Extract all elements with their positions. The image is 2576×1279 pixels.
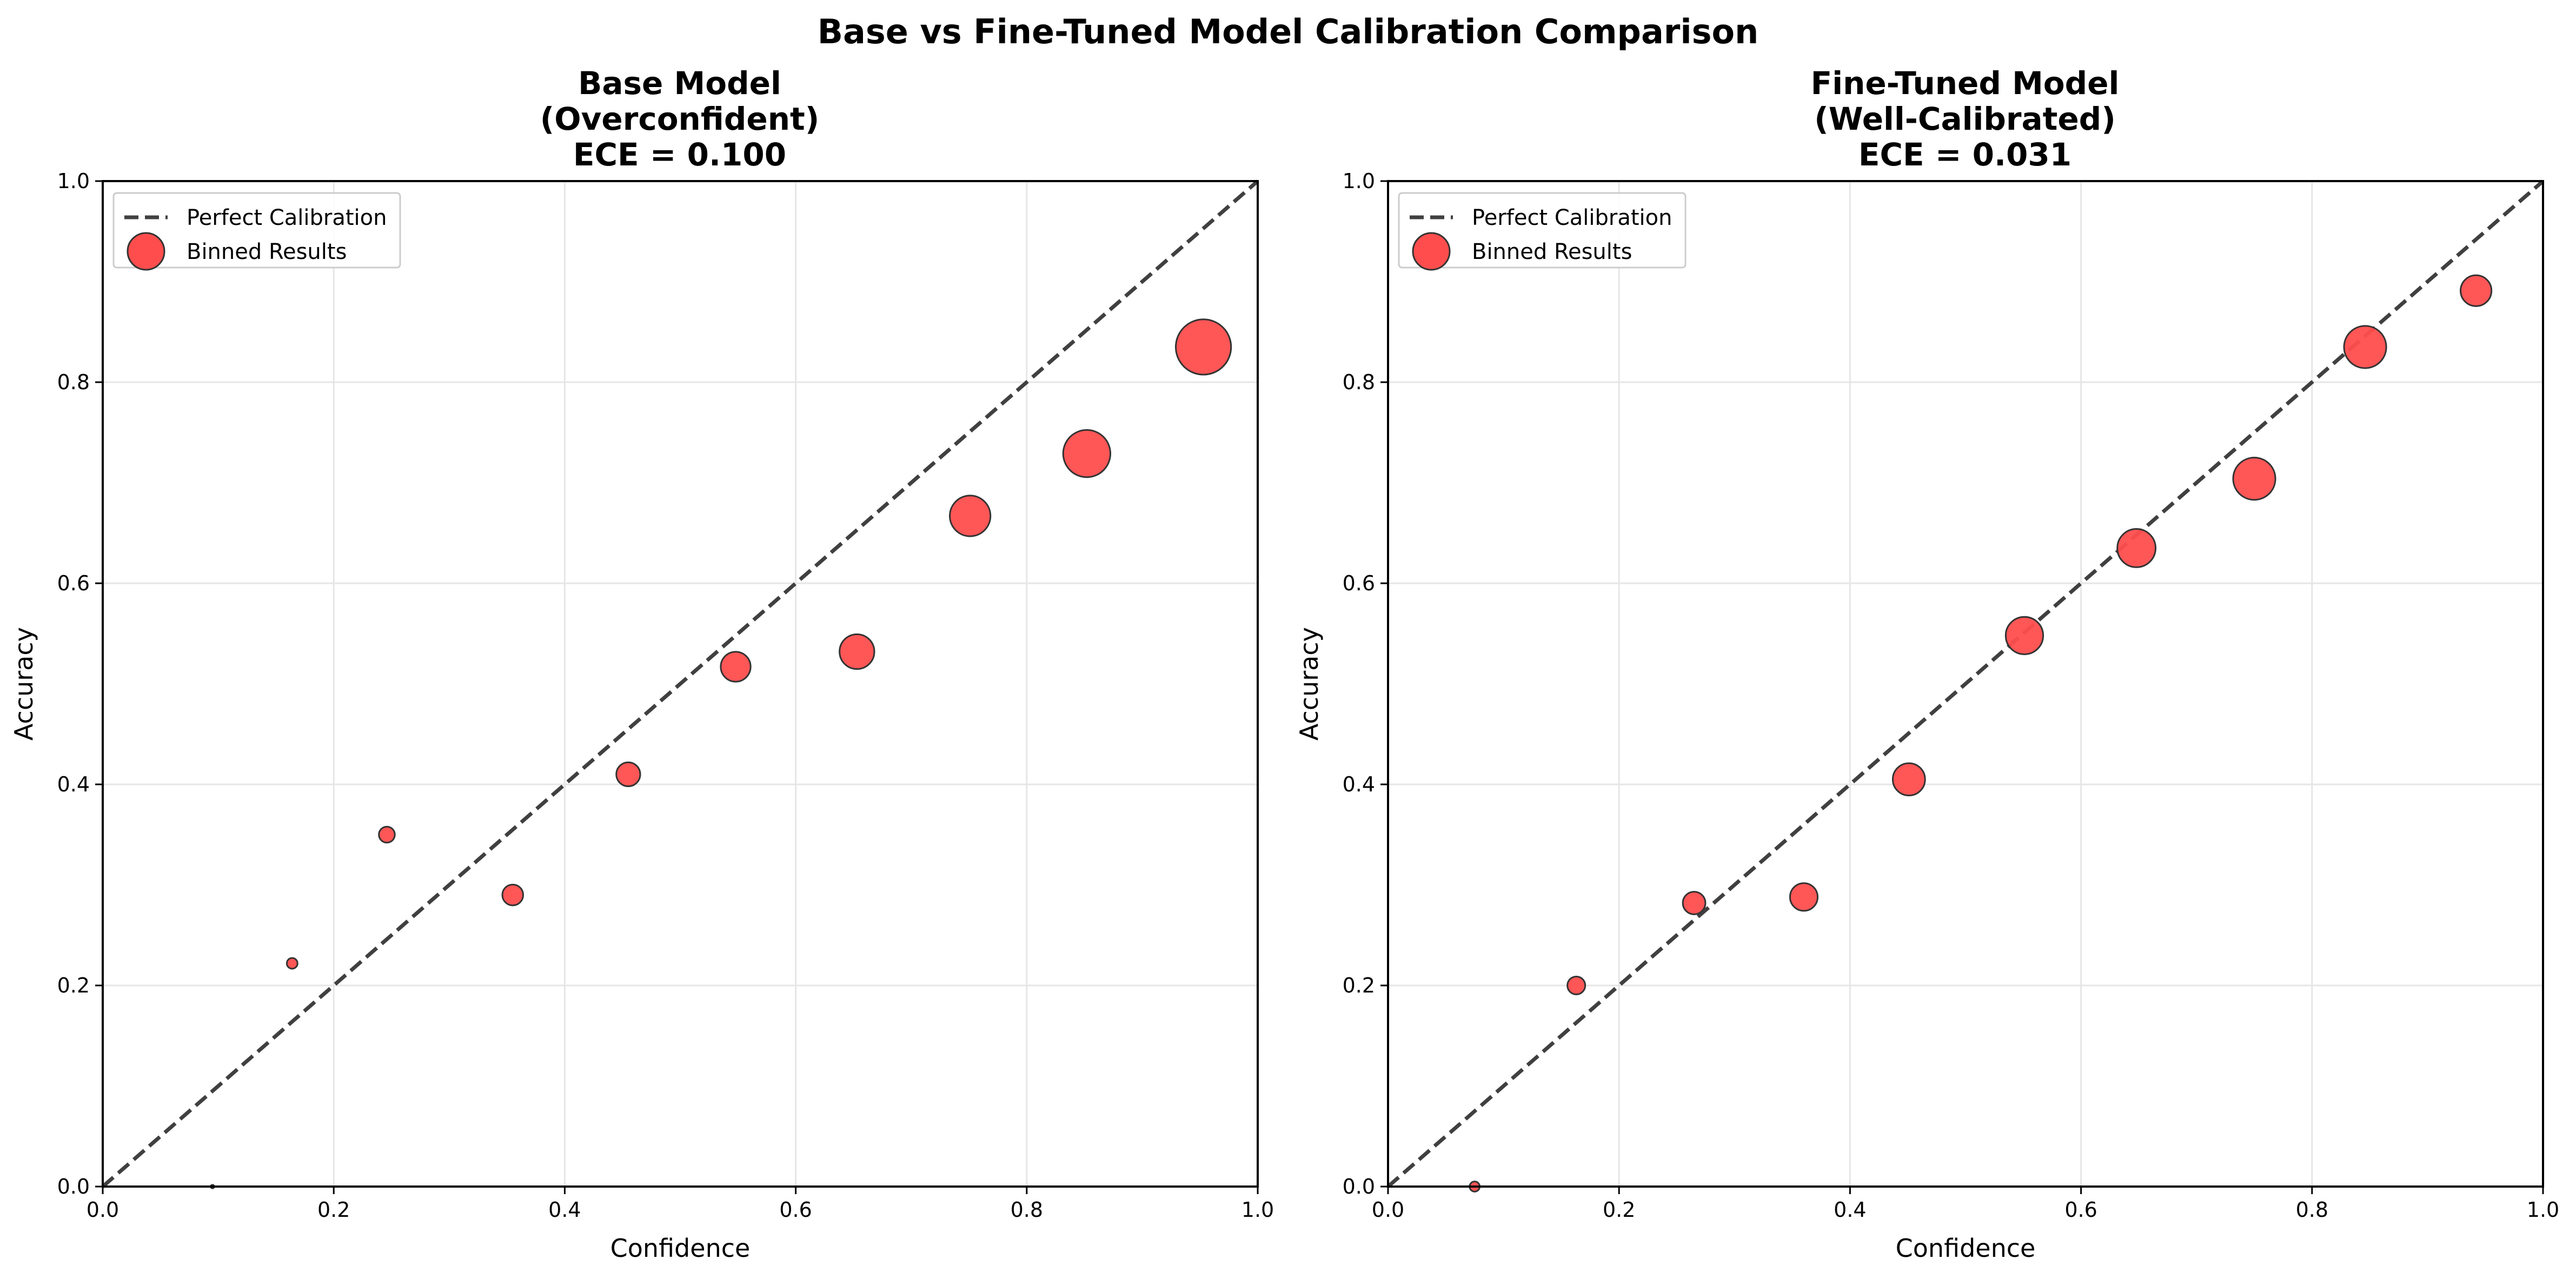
y-tick-label-3: 0.6 — [1343, 571, 1375, 595]
x-tick-label-4: 0.8 — [1011, 1198, 1043, 1222]
binned-result-point-8 — [2232, 457, 2276, 501]
legend-label-perfect-calibration: Perfect Calibration — [1472, 205, 1672, 230]
x-tick-label-5: 1.0 — [2527, 1198, 2559, 1222]
y-tick-label-1: 0.2 — [1343, 974, 1375, 997]
binned-result-point-4 — [501, 883, 525, 907]
y-tick-label-0: 0.0 — [1343, 1175, 1375, 1198]
binned-result-point-9 — [1062, 429, 1112, 478]
y-tick-label-1: 0.2 — [57, 974, 90, 997]
x-tick-label-5: 1.0 — [1241, 1198, 1274, 1222]
binned-result-point-2 — [286, 957, 298, 970]
legend-box — [112, 192, 401, 269]
legend: Perfect Calibration Binned Results — [1398, 192, 1687, 271]
x-axis-label: Confidence — [610, 1234, 751, 1263]
legend: Perfect Calibration Binned Results — [112, 192, 401, 271]
legend-marker-swatch — [1412, 232, 1451, 271]
y-axis-label: Accuracy — [9, 627, 38, 741]
axes-frame — [102, 180, 1259, 1188]
binned-result-point-5 — [615, 761, 641, 788]
binned-result-point-6 — [2004, 616, 2044, 655]
y-tick-label-0: 0.0 — [57, 1175, 90, 1198]
panel-base-model: Base Model (Overconfident) ECE = 0.100 0… — [9, 65, 1274, 1263]
x-tick-label-3: 0.6 — [779, 1198, 812, 1222]
perfect-calibration-line — [101, 179, 1259, 1188]
panel-title-line-2: (Well-Calibrated) — [1814, 101, 2115, 137]
x-tick-label-0: 0.0 — [87, 1198, 119, 1222]
panel-title-line-3: ECE = 0.031 — [1858, 136, 2072, 173]
binned-result-point-3 — [378, 825, 396, 844]
y-tick-label-2: 0.4 — [57, 772, 90, 796]
binned-results-points — [1469, 274, 2493, 1193]
legend-marker-swatch — [127, 232, 165, 271]
x-tick-label-0: 0.0 — [1372, 1198, 1404, 1222]
panel-title-line-1: Fine-Tuned Model — [1811, 65, 2120, 102]
x-axis-label: Confidence — [1896, 1234, 2036, 1263]
binned-result-point-8 — [949, 495, 992, 537]
binned-result-point-10 — [1174, 318, 1232, 376]
binned-result-point-9 — [2343, 325, 2387, 369]
binned-result-point-7 — [839, 633, 875, 670]
x-tick-label-4: 0.8 — [2296, 1198, 2328, 1222]
axes-frame — [1387, 180, 2544, 1188]
legend-label-binned-results: Binned Results — [1472, 239, 1632, 264]
binned-result-point-3 — [1682, 891, 1707, 915]
y-tick-label-5: 1.0 — [57, 169, 90, 193]
panel-title-line-1: Base Model — [578, 65, 781, 102]
binned-result-point-2 — [1566, 976, 1586, 995]
x-tick-label-1: 0.2 — [1603, 1198, 1635, 1222]
legend-label-binned-results: Binned Results — [187, 239, 347, 264]
y-axis-label: Accuracy — [1294, 627, 1324, 741]
legend-label-perfect-calibration: Perfect Calibration — [187, 205, 387, 230]
panel-title-line-3: ECE = 0.100 — [573, 136, 786, 173]
binned-result-point-10 — [2460, 274, 2493, 307]
axis-ticks: 0.0 0.2 0.4 0.6 0.8 1.0 0.0 0.2 0.4 0.6 0.8 1.0 — [1343, 169, 2560, 1222]
x-tick-label-1: 0.2 — [317, 1198, 350, 1222]
binned-result-point-7 — [2116, 528, 2157, 568]
figure-suptitle: Base vs Fine-Tuned Model Calibration Com… — [818, 12, 1759, 51]
x-tick-label-2: 0.4 — [1834, 1198, 1866, 1222]
binned-result-point-6 — [720, 651, 752, 683]
binned-results-points — [210, 318, 1232, 1189]
axis-ticks: 0.0 0.2 0.4 0.6 0.8 1.0 0.0 0.2 0.4 0.6 0.8 1.0 — [57, 169, 1274, 1222]
y-tick-label-3: 0.6 — [57, 571, 90, 595]
y-tick-label-5: 1.0 — [1343, 169, 1375, 193]
panel-fine-tuned-model: Fine-Tuned Model (Well-Calibrated) ECE =… — [1294, 65, 2559, 1263]
y-tick-label-4: 0.8 — [57, 370, 90, 394]
y-tick-label-2: 0.4 — [1343, 772, 1375, 796]
binned-result-point-5 — [1891, 762, 1926, 797]
binned-result-point-4 — [1789, 882, 1819, 912]
legend-box — [1398, 192, 1687, 269]
y-tick-label-4: 0.8 — [1343, 370, 1375, 394]
x-tick-label-2: 0.4 — [548, 1198, 581, 1222]
x-tick-label-3: 0.6 — [2064, 1198, 2097, 1222]
panel-title-line-2: (Overconfident) — [540, 101, 819, 137]
grid-lines — [102, 180, 1259, 1188]
